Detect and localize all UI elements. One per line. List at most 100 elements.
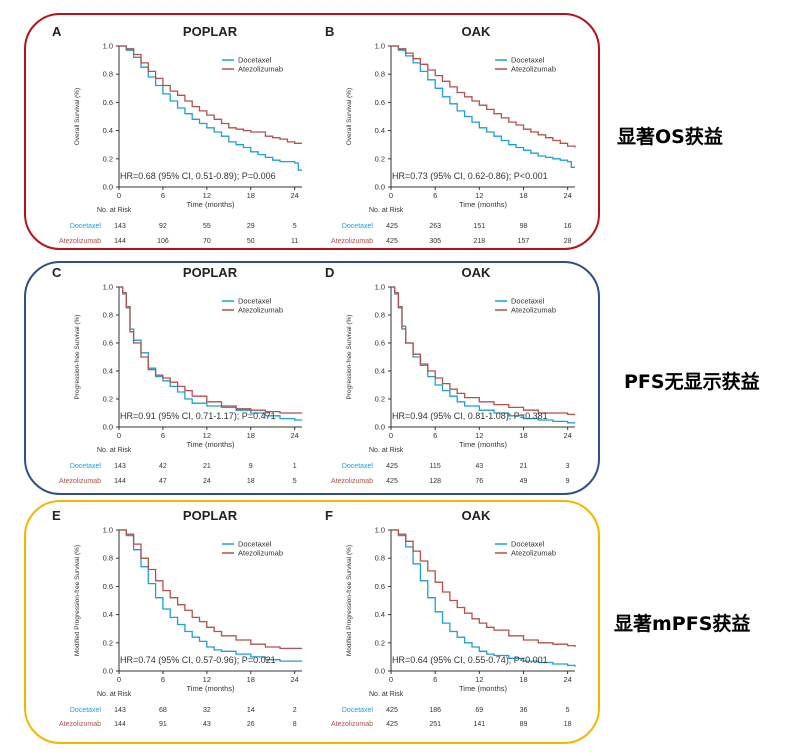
- risk-count: 5: [293, 223, 297, 230]
- risk-count: 91: [159, 721, 167, 728]
- mpfs-panel-group: [24, 500, 600, 744]
- risk-count: 24: [203, 478, 211, 485]
- legend-label-atezolizumab: Atezolizumab: [238, 549, 283, 558]
- os-benefit-annotation: 显著OS获益: [617, 126, 723, 148]
- panel-title: POPLAR: [183, 508, 238, 523]
- hazard-ratio-text: HR=0.74 (95% CI, 0.57-0.96); P=0.021: [120, 655, 276, 665]
- y-tick-label: 0.0: [103, 667, 113, 676]
- risk-count: 144: [114, 721, 126, 728]
- hazard-ratio-text: HR=0.91 (95% CI, 0.71-1.17); P=0.471: [120, 411, 276, 421]
- risk-count: 425: [386, 721, 398, 728]
- x-tick-label: 0: [117, 191, 121, 200]
- panel-letter: C: [52, 265, 62, 280]
- risk-count: 263: [429, 223, 441, 230]
- x-tick-label: 12: [203, 431, 211, 440]
- risk-count: 186: [429, 707, 441, 714]
- x-tick-label: 18: [247, 675, 255, 684]
- legend-label-docetaxel: Docetaxel: [511, 297, 545, 306]
- risk-count: 218: [473, 238, 485, 245]
- risk-count: 9: [249, 463, 253, 470]
- risk-count: 11: [291, 238, 298, 245]
- y-axis-label: Modified Progression-free Survival (%): [346, 545, 353, 656]
- risk-count: 18: [247, 478, 255, 485]
- km-panel-c: C POPLAR 0.0 0.2 0.4 0.6 0.8 1.0 0 6 12 18 24 Time (m…: [52, 265, 302, 485]
- risk-count: 26: [247, 721, 255, 728]
- risk-count: 98: [520, 223, 528, 230]
- risk-count: 43: [203, 721, 211, 728]
- y-tick-label: 1.0: [103, 42, 113, 51]
- x-tick-label: 18: [519, 191, 527, 200]
- x-tick-label: 6: [161, 191, 165, 200]
- curve-docetaxel: [391, 529, 576, 667]
- risk-count: 29: [247, 223, 255, 230]
- panel-letter: F: [325, 508, 333, 523]
- y-tick-label: 0.6: [103, 98, 113, 107]
- risk-count: 115: [430, 463, 441, 470]
- y-tick-label: 0.8: [375, 70, 385, 79]
- risk-count: 92: [159, 223, 167, 230]
- x-tick-label: 18: [247, 191, 255, 200]
- y-tick-label: 0.6: [103, 582, 113, 591]
- risk-count: 18: [564, 721, 572, 728]
- risk-row-label-docetaxel: Docetaxel: [70, 707, 102, 714]
- x-tick-label: 0: [389, 431, 393, 440]
- risk-count: 5: [293, 478, 297, 485]
- x-tick-label: 12: [475, 431, 483, 440]
- risk-count: 69: [475, 707, 483, 714]
- risk-table-header: No. at Risk: [97, 207, 132, 214]
- km-panel-e: E POPLAR 0.0 0.2 0.4 0.6 0.8 1.0 0 6 12 18 24 Time (m…: [52, 508, 302, 728]
- y-tick-label: 0.0: [375, 183, 385, 192]
- hazard-ratio-text: HR=0.73 (95% CI, 0.62-0.86); P<0.001: [392, 171, 548, 181]
- risk-count: 21: [520, 463, 528, 470]
- risk-table-header: No. at Risk: [97, 691, 132, 698]
- curve-atezolizumab: [391, 286, 575, 416]
- risk-count: 9: [566, 478, 570, 485]
- mpfs-benefit-annotation: 显著mPFS获益: [614, 613, 751, 635]
- legend-label-docetaxel: Docetaxel: [238, 297, 272, 306]
- y-tick-label: 0.2: [375, 638, 385, 647]
- risk-count: 106: [157, 238, 169, 245]
- curve-atezolizumab: [119, 529, 302, 650]
- risk-row-label-docetaxel: Docetaxel: [342, 463, 374, 470]
- risk-count: 425: [386, 707, 398, 714]
- curve-docetaxel: [119, 286, 302, 421]
- risk-count: 425: [386, 463, 398, 470]
- y-tick-label: 1.0: [375, 526, 385, 535]
- risk-count: 55: [203, 223, 211, 230]
- x-tick-label: 18: [247, 431, 255, 440]
- risk-count: 42: [159, 463, 167, 470]
- y-axis-label: Progression-free Survival (%): [346, 315, 353, 400]
- y-tick-label: 1.0: [375, 42, 385, 51]
- y-tick-label: 1.0: [103, 283, 113, 292]
- risk-count: 21: [203, 463, 211, 470]
- y-axis-label: Overall Survival (%): [74, 88, 81, 145]
- curve-docetaxel: [391, 286, 575, 424]
- x-tick-label: 6: [161, 675, 165, 684]
- risk-count: 1: [293, 463, 297, 470]
- y-tick-label: 0.6: [375, 98, 385, 107]
- y-axis-label: Overall Survival (%): [346, 88, 353, 145]
- risk-count: 50: [247, 238, 255, 245]
- x-tick-label: 12: [475, 191, 483, 200]
- x-tick-label: 0: [389, 191, 393, 200]
- legend-label-atezolizumab: Atezolizumab: [238, 306, 283, 315]
- legend-label-atezolizumab: Atezolizumab: [511, 549, 556, 558]
- x-axis-label: Time (months): [186, 200, 235, 209]
- risk-count: 151: [473, 223, 485, 230]
- panel-title: POPLAR: [183, 265, 238, 280]
- risk-count: 144: [114, 238, 126, 245]
- panel-title: OAK: [462, 265, 492, 280]
- y-tick-label: 0.4: [103, 610, 113, 619]
- risk-count: 70: [203, 238, 211, 245]
- x-tick-label: 6: [433, 431, 437, 440]
- risk-count: 68: [159, 707, 167, 714]
- risk-count: 8: [293, 721, 297, 728]
- risk-table-header: No. at Risk: [369, 447, 404, 454]
- y-tick-label: 0.0: [375, 667, 385, 676]
- risk-count: 425: [386, 223, 398, 230]
- os-panel-group: [24, 13, 600, 250]
- risk-count: 16: [564, 223, 572, 230]
- y-tick-label: 0.6: [375, 582, 385, 591]
- y-tick-label: 0.4: [375, 610, 385, 619]
- y-axis-label: Progression-free Survival (%): [74, 315, 81, 400]
